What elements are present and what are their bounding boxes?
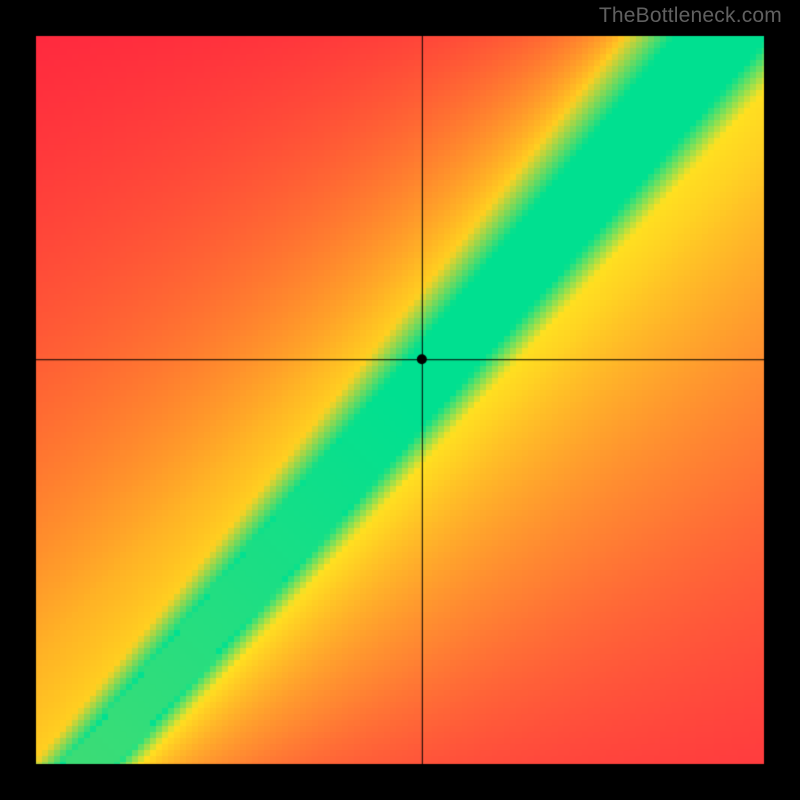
chart-container: TheBottleneck.com bbox=[0, 0, 800, 800]
watermark-text: TheBottleneck.com bbox=[599, 4, 782, 28]
heatmap-canvas bbox=[0, 0, 800, 800]
